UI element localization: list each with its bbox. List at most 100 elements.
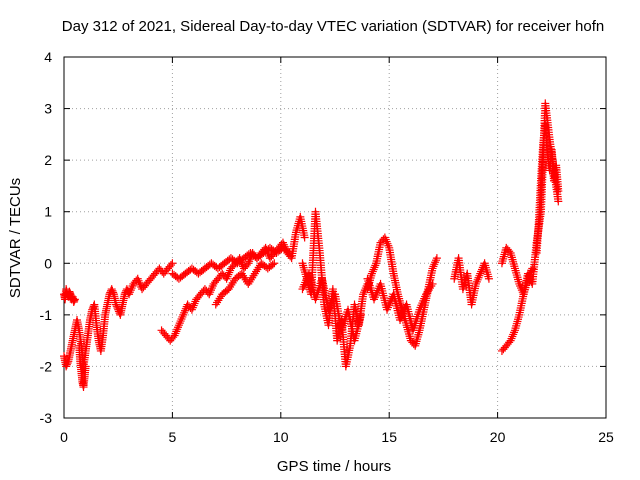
data-point-interp [472,277,481,286]
data-point-interp [180,306,189,315]
data-point-interp [249,271,258,280]
data-point-interp [108,286,117,295]
data-point [554,187,563,196]
data-point [476,269,485,278]
data-point-interp [173,325,182,334]
data-point [170,331,179,340]
data-point-interp [206,288,215,297]
data-point [81,362,90,371]
data-point-interp [283,247,292,256]
data-point [515,279,524,288]
y-tick-label: -3 [40,410,53,426]
y-axis-label: SDTVAR / TECUs [7,178,24,298]
data-point-interp [228,278,237,287]
data-point-interp [425,284,434,293]
data-point-interp [507,334,516,343]
data-point-interp [180,308,189,317]
data-point-interp [524,272,533,281]
data-point-interp [424,286,433,295]
data-point-interp [371,261,380,270]
data-point-interp [171,329,180,338]
data-point-interp [166,261,175,270]
data-point-interp [429,262,438,271]
data-point-interp [178,312,187,321]
data-point-interp [381,235,390,244]
data-point-interp [368,267,377,276]
data-point [380,233,389,242]
data-point-interp [62,360,71,369]
data-point-interp [188,303,197,312]
data-point-interp [227,280,236,289]
data-point-interp [246,275,255,284]
y-tick-label: 0 [44,255,52,271]
data-point-interp [126,286,135,295]
data-point [428,264,437,273]
data-point-interp [245,257,254,266]
data-point-interp [474,273,483,282]
data-point-interp [508,332,517,341]
data-point-interp [213,298,222,307]
data-point-interp [127,284,136,293]
data-point-interp [226,283,235,292]
x-tick-label: 15 [381,429,397,445]
data-point [523,274,532,283]
data-point-interp [382,237,391,246]
data-point-interp [252,267,261,276]
data-point [250,269,259,278]
data-point [285,248,294,257]
data-point-interp [475,271,484,280]
data-point-interp [224,270,233,279]
data-point-interp [63,358,72,367]
chart-title: Day 312 of 2021, Sidereal Day-to-day VTE… [62,18,604,35]
data-point-interp [109,288,118,297]
data-point-interp [253,265,262,274]
data-point-interp [245,277,254,286]
data-point-interp [189,301,198,310]
y-tick-label: 1 [44,204,52,220]
data-point-interp [254,263,263,272]
data-point-interp [526,268,535,277]
data-point [528,264,537,273]
data-point-interp [509,330,518,339]
data-point-interp [175,319,184,328]
data-point-interp [207,284,216,293]
data-point [244,259,253,268]
data-point [211,300,220,309]
data-point-interp [125,288,134,297]
data-point-interp [225,268,234,277]
data-point-interp [174,323,183,332]
data-point-interp [134,276,143,285]
x-tick-label: 0 [60,429,68,445]
data-point [222,274,231,283]
data-point [428,279,437,288]
x-tick-label: 10 [273,429,289,445]
grid [64,57,606,418]
data-point [554,197,563,206]
data-point-interp [423,288,432,297]
data-point [484,274,493,283]
data-point-interp [430,260,439,269]
data-point [179,310,188,319]
data-point [432,254,441,263]
x-tick-label: 25 [598,429,614,445]
data-point-interp [505,247,514,256]
y-tick-label: 4 [44,49,52,65]
axes: 0 5 10 15 20 25 -3 -2 -1 0 1 2 3 4 [40,49,614,445]
x-tick-label: 20 [490,429,506,445]
x-axis-label: GPS time / hours [277,458,391,475]
data-points [60,99,563,392]
data-point [187,305,196,314]
data-point [244,279,253,288]
data-point [300,233,309,242]
data-point-interp [369,265,378,274]
data-point-interp [527,266,536,275]
data-point-interp [525,270,534,279]
data-point-interp [172,327,181,336]
data-point-interp [268,260,277,269]
data-point-interp [214,296,223,305]
data-point-interp [473,275,482,284]
data-point-interp [510,328,519,337]
data-point [357,310,366,319]
y-tick-label: 3 [44,101,52,117]
